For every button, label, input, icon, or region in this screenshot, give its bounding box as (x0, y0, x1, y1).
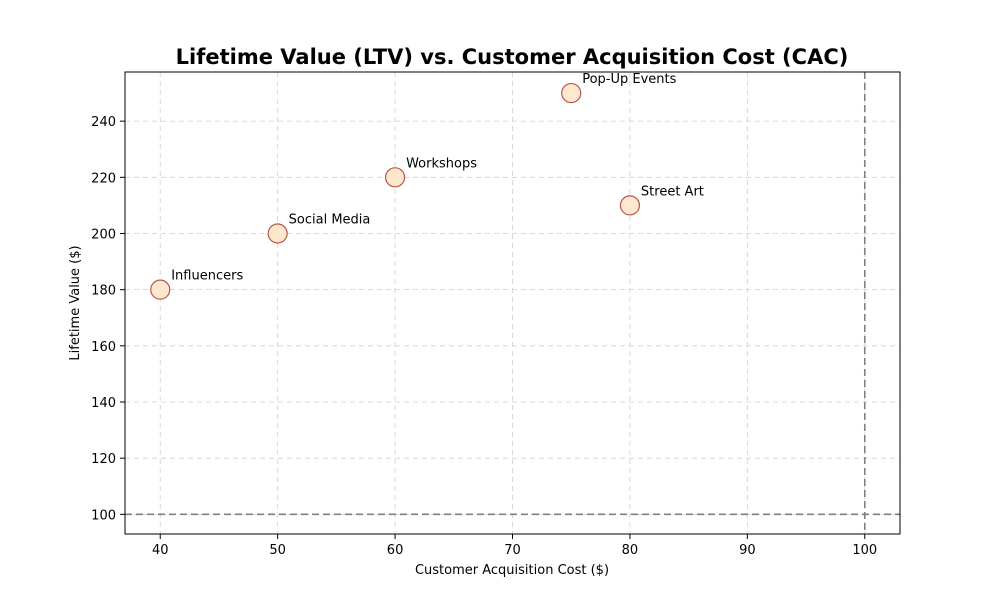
y-tick-label: 240 (91, 115, 116, 130)
x-axis-label: Customer Acquisition Cost ($) (415, 563, 609, 578)
x-tick-label: 70 (504, 543, 521, 558)
data-point-marker (384, 167, 406, 188)
reference-lines (125, 72, 900, 534)
x-tick-label: 40 (152, 543, 169, 558)
x-tick-label: 60 (387, 543, 404, 558)
x-tick-label: 50 (269, 543, 286, 558)
x-tick-label: 80 (622, 543, 639, 558)
data-point-marker (150, 279, 171, 300)
data-point-marker (561, 82, 582, 104)
y-tick-label: 180 (91, 284, 116, 299)
data-point-label: Influencers (171, 269, 243, 284)
data-point-marker (267, 223, 288, 244)
y-tick-label: 200 (91, 227, 116, 242)
data-point-label: Pop-Up Events (582, 72, 676, 87)
y-tick-label: 160 (91, 340, 116, 355)
y-tick-label: 100 (91, 508, 116, 523)
data-point-marker (619, 195, 641, 216)
y-tick-label: 140 (91, 396, 116, 411)
x-tick-label: 90 (739, 543, 756, 558)
x-tick-label: 100 (852, 543, 877, 558)
data-point-label: Workshops (406, 156, 477, 171)
plot-frame (124, 71, 901, 535)
y-axis-label: Lifetime Value ($) (68, 245, 83, 360)
data-point-label: Social Media (289, 212, 371, 227)
x-axis-ticks: 40 50 60 70 80 90 100 (152, 534, 877, 558)
chart-title: Lifetime Value (LTV) vs. Customer Acquis… (176, 45, 849, 69)
y-tick-label: 220 (91, 171, 116, 186)
data-point-label: Street Art (641, 184, 704, 199)
data-points: Social Media Influencers Street Art Pop-Up … (150, 72, 704, 300)
grid-lines (125, 72, 900, 534)
y-tick-label: 120 (91, 452, 116, 467)
y-axis-ticks: 100 120 140 160 180 200 220 240 (91, 115, 125, 523)
